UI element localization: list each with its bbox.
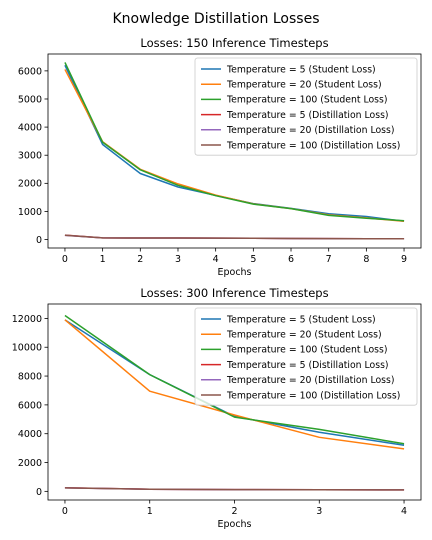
x-tick-label: 8	[363, 254, 369, 265]
series-line-2	[64, 319, 405, 450]
y-tick-label: 1000	[18, 207, 42, 218]
legend-box	[194, 307, 418, 406]
legend-entry: Temperature = 100 (Distillation Loss)	[226, 390, 400, 401]
x-axis-label: Epochs	[217, 519, 251, 530]
x-axis-label: Epochs	[217, 267, 251, 278]
chart-panel-300-timesteps: Losses: 300 Inference Timesteps 0 1 2 3 4 0 200…	[12, 286, 422, 530]
legend-entry: Temperature = 20 (Student Loss)	[226, 330, 382, 341]
x-tick-label: 6	[288, 254, 294, 265]
legend-entry: Temperature = 100 (Distillation Loss)	[226, 140, 400, 151]
chart-title: Losses: 300 Inference Timesteps	[140, 286, 328, 300]
x-tick-label: 4	[401, 506, 407, 517]
figure-title: Knowledge Distillation Losses	[113, 11, 320, 27]
x-tick-label: 9	[401, 254, 407, 265]
chart-title: Losses: 150 Inference Timesteps	[140, 36, 328, 50]
series-line-6	[64, 487, 405, 491]
legend-box	[194, 57, 418, 156]
y-tick-label: 4000	[18, 429, 42, 440]
legend-entry: Temperature = 5 (Distillation Loss)	[226, 360, 389, 371]
x-tick-label: 7	[326, 254, 332, 265]
x-tick-label: 0	[62, 254, 68, 265]
y-tick-label: 3000	[18, 151, 42, 162]
x-tick-label: 4	[213, 254, 219, 265]
series-line-3	[64, 62, 405, 222]
x-tick-label: 3	[316, 506, 322, 517]
x-tick-label: 5	[250, 254, 256, 265]
y-tick-label: 0	[36, 487, 42, 498]
y-tick-label: 0	[36, 235, 42, 246]
legend-entry: Temperature = 5 (Student Loss)	[226, 314, 376, 325]
y-tick-label: 4000	[18, 123, 42, 134]
y-tick-label: 2000	[18, 458, 42, 469]
legend: Temperature = 5 (Student Loss) Temperatur…	[194, 57, 418, 156]
y-tick-label: 5000	[18, 94, 42, 105]
x-tick-label: 3	[175, 254, 181, 265]
x-tick-label: 0	[62, 506, 68, 517]
legend-entry: Temperature = 20 (Distillation Loss)	[226, 125, 394, 136]
legend-entry: Temperature = 100 (Student Loss)	[226, 95, 388, 106]
y-tick-label: 6000	[18, 66, 42, 77]
x-tick-label: 1	[100, 254, 106, 265]
legend-entry: Temperature = 5 (Student Loss)	[226, 64, 376, 75]
legend-entry: Temperature = 20 (Student Loss)	[226, 80, 382, 91]
legend: Temperature = 5 (Student Loss) Temperatur…	[194, 307, 418, 406]
chart-panel-150-timesteps: Losses: 150 Inference Timesteps 0 1 2 3 4 5 6 7 8…	[18, 36, 422, 278]
x-tick-label: 1	[147, 506, 153, 517]
series-line-6	[64, 234, 405, 240]
y-tick-label: 2000	[18, 179, 42, 190]
y-tick-label: 12000	[12, 314, 42, 325]
x-tick-label: 2	[231, 506, 237, 517]
y-tick-label: 8000	[18, 371, 42, 382]
legend-entry: Temperature = 5 (Distillation Loss)	[226, 110, 389, 121]
y-tick-label: 6000	[18, 400, 42, 411]
x-tick-label: 2	[137, 254, 143, 265]
legend-entry: Temperature = 100 (Student Loss)	[226, 345, 388, 356]
plot-frame	[47, 53, 422, 249]
series-line-3	[64, 314, 405, 445]
y-tick-label: 10000	[12, 343, 42, 354]
legend-entry: Temperature = 20 (Distillation Loss)	[226, 375, 394, 386]
